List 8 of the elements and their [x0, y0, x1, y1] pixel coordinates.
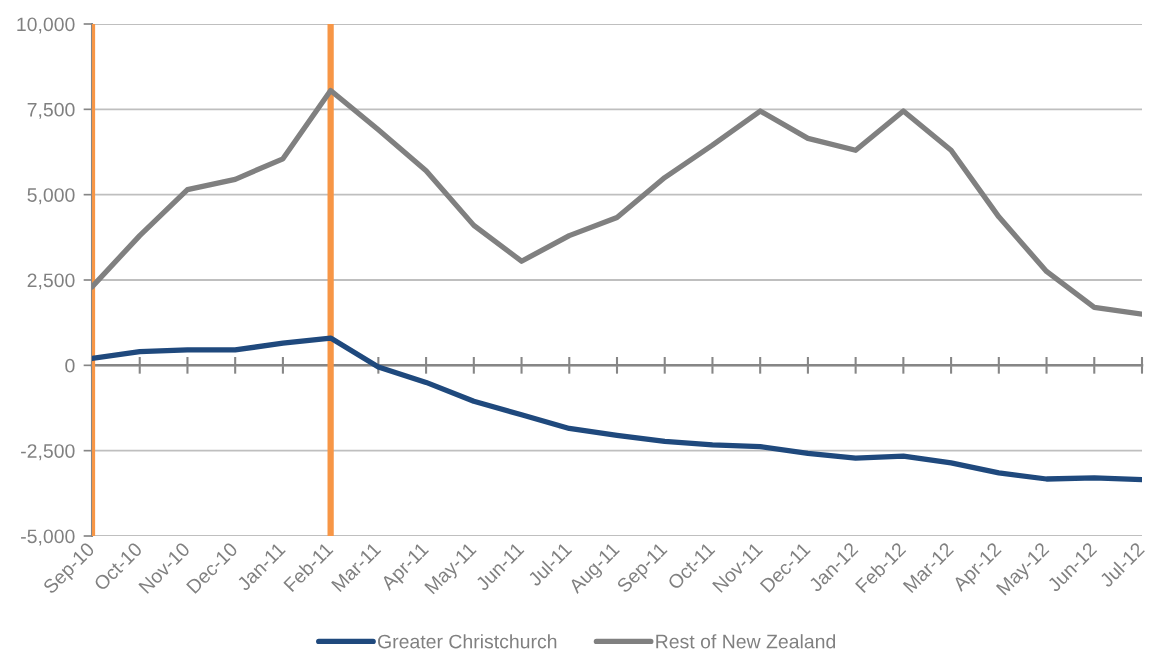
y-tick-label: 7,500	[27, 102, 75, 119]
legend-label: Greater Christchurch	[378, 634, 557, 649]
y-tick-label: 0	[65, 358, 75, 373]
y-tick-label: 5,000	[27, 188, 75, 205]
y-tick-label: 10,000	[17, 17, 75, 34]
y-tick-label: 2,500	[27, 273, 75, 290]
y-tick-label: -2,500	[21, 444, 75, 461]
legend-label: Rest of New Zealand	[656, 634, 836, 649]
